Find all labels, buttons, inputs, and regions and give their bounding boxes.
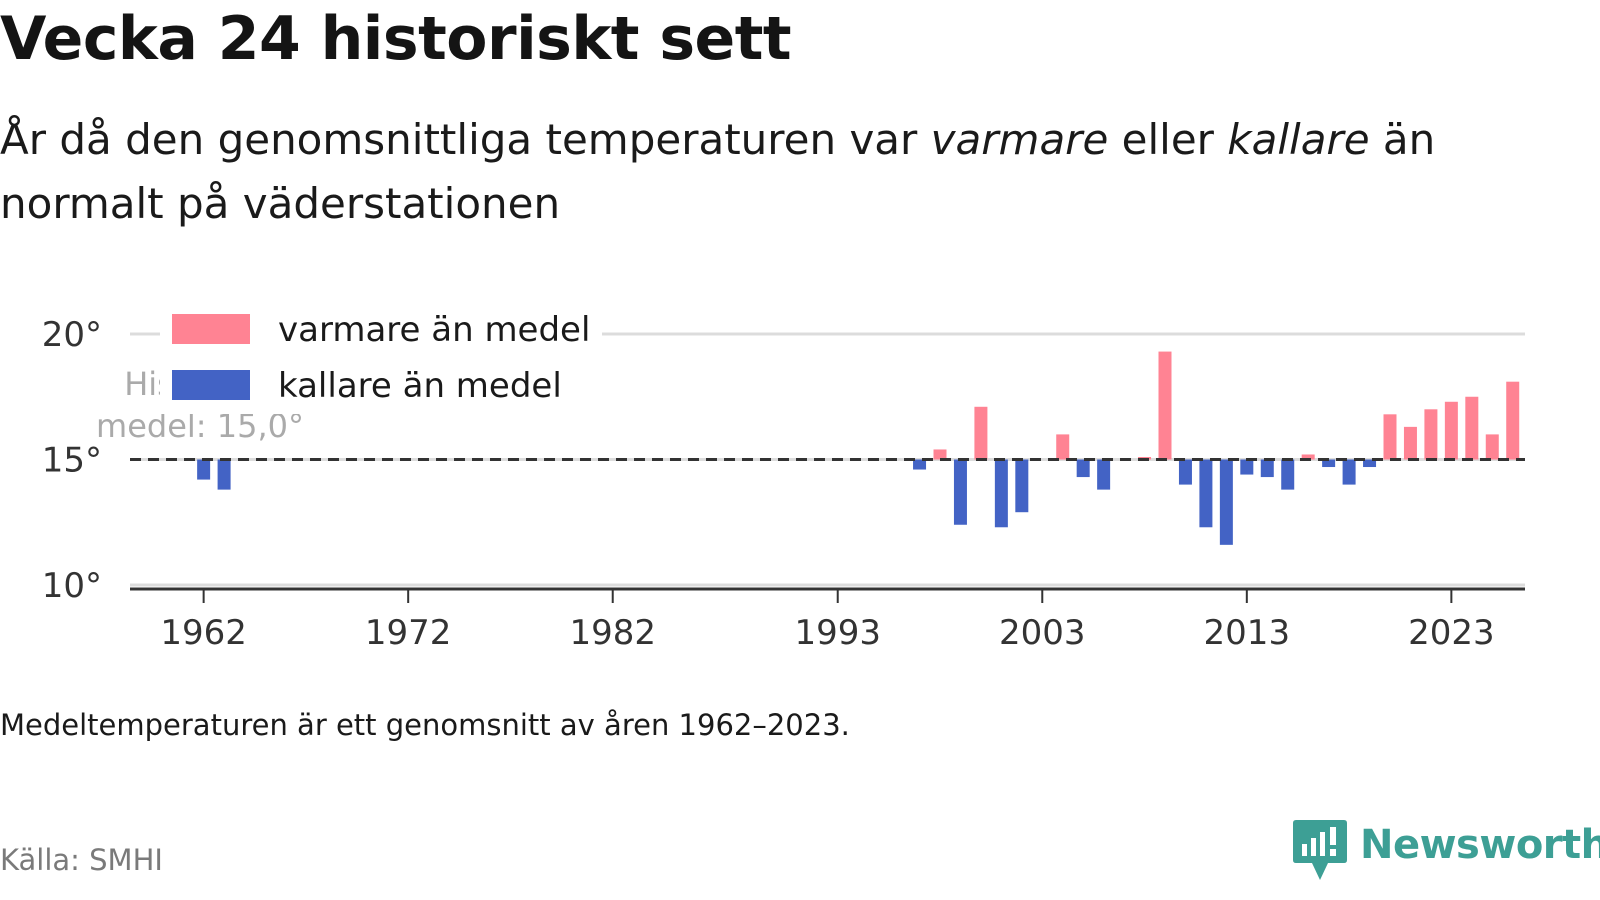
bar — [1281, 459, 1295, 490]
legend-swatch-cold — [172, 370, 250, 400]
bar — [953, 459, 967, 525]
bar — [913, 459, 927, 470]
bar — [974, 406, 988, 460]
chart-title: Vecka 24 historiskt sett — [0, 4, 792, 74]
bar — [1219, 459, 1233, 545]
bar — [1322, 459, 1336, 468]
bar — [217, 459, 231, 490]
y-tick-label: 15° — [42, 441, 102, 481]
footnote: Medeltemperaturen är ett genomsnitt av å… — [0, 708, 850, 742]
x-tick-label: 2023 — [1408, 613, 1495, 653]
bar — [1076, 459, 1090, 478]
source-credit: Källa: SMHI — [0, 843, 163, 877]
x-axis: 1962 1972 1982 1993 2003 2013 2023 — [130, 587, 1525, 653]
bar — [1383, 414, 1397, 460]
bar — [1444, 401, 1458, 460]
bars — [197, 351, 1520, 545]
bar — [1158, 351, 1172, 460]
subtitle-text: År då den genomsnittliga temperaturen va… — [0, 115, 931, 164]
bar — [1342, 459, 1356, 485]
newsworthy-logo-icon — [1293, 820, 1347, 880]
bar — [1301, 454, 1315, 460]
y-axis-labels: 10° 15° 20° — [42, 315, 102, 606]
y-tick-label: 20° — [42, 315, 102, 355]
x-tick-label: 1972 — [365, 613, 452, 653]
bar — [1178, 459, 1192, 485]
chart-subtitle: År då den genomsnittliga temperaturen va… — [0, 108, 1560, 236]
x-tick-label: 2003 — [999, 613, 1086, 653]
bar — [1260, 459, 1274, 478]
bar — [994, 459, 1008, 528]
bar — [1465, 396, 1479, 460]
legend: varmare än medel kallare än medel — [160, 304, 602, 414]
legend-label-cold: kallare än medel — [278, 366, 562, 406]
bar — [1403, 426, 1417, 460]
subtitle-text: eller — [1108, 115, 1228, 164]
bar — [1056, 434, 1070, 460]
bar-chart: 10°15°20° Historiskt medel: 15,0° 196219… — [42, 304, 1525, 653]
legend-swatch-warm — [172, 314, 250, 344]
bar — [1506, 381, 1520, 460]
bar — [1424, 409, 1438, 460]
x-tick-label: 1962 — [160, 613, 247, 653]
subtitle-text: än normalt på väderstationen — [0, 115, 1436, 228]
x-tick-label: 1982 — [569, 613, 656, 653]
newsworthy-brand: Newsworthy — [1292, 818, 1600, 890]
bar — [933, 449, 947, 460]
bar — [1097, 459, 1111, 490]
bar — [1015, 459, 1029, 513]
bar — [1240, 459, 1254, 475]
x-tick-label: 1993 — [794, 613, 881, 653]
newsworthy-wordmark: Newsworthy — [1360, 822, 1600, 868]
bar — [1485, 434, 1499, 460]
legend-label-warm: varmare än medel — [278, 310, 590, 350]
subtitle-cold-word: kallare — [1227, 115, 1370, 164]
bar — [197, 459, 211, 480]
bar — [1199, 459, 1213, 528]
y-tick-label: 10° — [42, 566, 102, 606]
bar — [1363, 459, 1377, 468]
x-tick-label: 2013 — [1204, 613, 1291, 653]
subtitle-warm-word: varmare — [930, 115, 1109, 164]
